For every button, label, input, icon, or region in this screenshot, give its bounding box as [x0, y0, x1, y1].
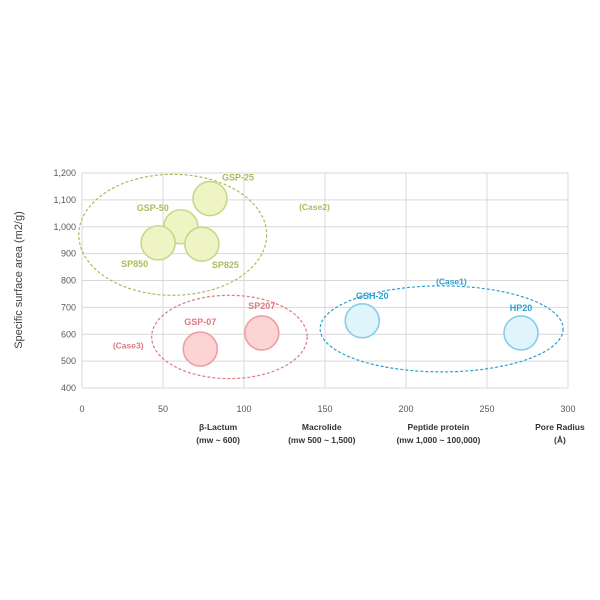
group-label: (Case2) [299, 202, 330, 212]
data-point [182, 331, 219, 367]
y-tick-label: 1,000 [53, 222, 76, 232]
data-point [503, 315, 539, 351]
x-tick-label: 100 [236, 404, 251, 414]
case-groups: (Case2) (Case3) (Case1) [78, 173, 564, 380]
data-point [344, 303, 381, 339]
x-category-sublabel: (Å) [554, 435, 566, 445]
group-label: (Case3) [113, 340, 144, 350]
y-tick-label: 700 [61, 302, 76, 312]
y-tick-label: 800 [61, 276, 76, 286]
x-tick-label: 50 [158, 404, 168, 414]
y-tick-label: 500 [61, 356, 76, 366]
group-ellipse [78, 173, 268, 296]
x-category-label: Peptide protein [407, 422, 469, 432]
x-category-label: Macrolide [302, 422, 342, 432]
x-category-labels: β-Lactum (mw ~ 600) Macrolide (mw 500 ~ 1,5… [196, 422, 585, 445]
y-tick-label: 1,100 [53, 195, 76, 205]
point-label: GSH-20 [356, 291, 389, 301]
x-category-sublabel: (mw ~ 600) [196, 435, 240, 445]
x-category-sublabel: (mw 1,000 ~ 100,000) [396, 435, 480, 445]
group-ellipse [151, 294, 308, 380]
x-tick-label: 150 [317, 404, 332, 414]
group-ellipse [319, 285, 564, 373]
point-label: SP207 [248, 301, 275, 311]
point-label: HP20 [510, 303, 533, 313]
x-category-label: β-Lactum [199, 422, 238, 432]
y-axis-label: Specific surface area (m2/g) [13, 211, 25, 349]
group-label: (Case1) [436, 277, 467, 287]
x-category-sublabel: (mw 500 ~ 1,500) [288, 435, 356, 445]
point-label: SP850 [121, 259, 148, 269]
x-tick-label: 200 [398, 404, 413, 414]
data-point [244, 315, 280, 351]
point-label: GSP-50 [137, 203, 169, 213]
y-tick-label: 900 [61, 249, 76, 259]
y-tick-label: 600 [61, 329, 76, 339]
x-category-label: Pore Radius [535, 422, 585, 432]
data-point [140, 225, 176, 261]
x-tick-label: 250 [479, 404, 494, 414]
point-label: GSP-25 [222, 173, 254, 183]
x-tick-label: 0 [79, 404, 84, 414]
data-point [192, 180, 228, 217]
x-tick-label: 300 [560, 404, 575, 414]
point-label: SP825 [212, 260, 239, 270]
data-point [184, 226, 220, 263]
y-tick-label: 400 [61, 383, 76, 393]
data-points: GSP-25 GSP-50 SP850 SP825 GSP-07 SP207 GSH-20 H… [121, 173, 539, 367]
point-label: GSP-07 [184, 317, 216, 327]
axes: 400 500 600 700 800 900 1,000 1,100 1,200 0 50 100 1… [53, 168, 575, 414]
y-tick-label: 1,200 [53, 168, 76, 178]
